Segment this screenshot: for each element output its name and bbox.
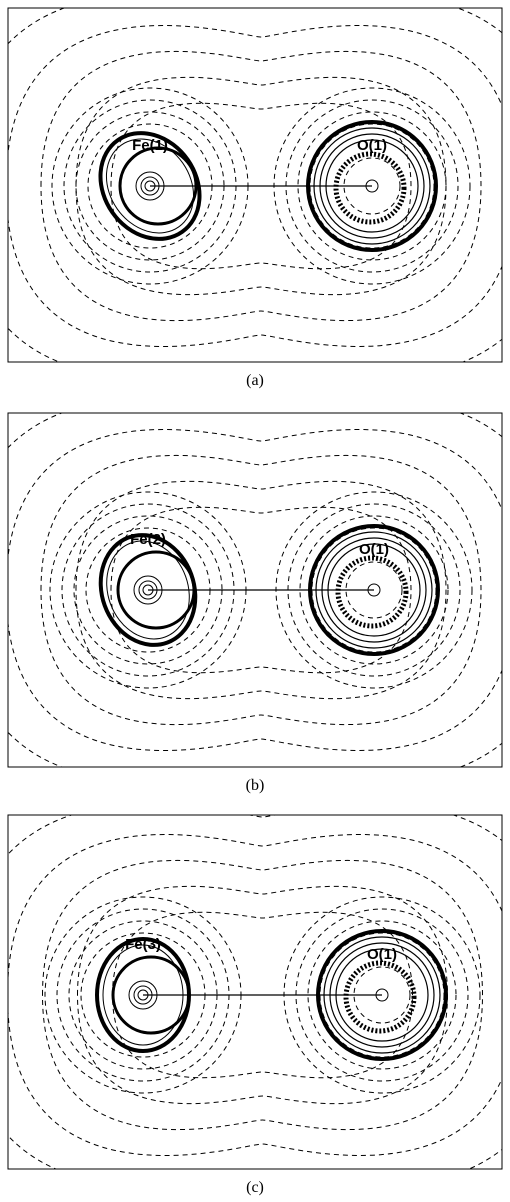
contour-panel bbox=[8, 413, 502, 767]
dashed-contour bbox=[75, 480, 447, 700]
caption: (b) bbox=[246, 777, 265, 794]
dashed-contour bbox=[110, 506, 412, 674]
dashed-contour bbox=[295, 908, 469, 1082]
atom-label: O(1) bbox=[359, 541, 389, 558]
dashed-contour bbox=[110, 102, 412, 270]
dashed-contour bbox=[307, 920, 457, 1070]
dashed-contour bbox=[8, 429, 502, 751]
dense-contour bbox=[333, 151, 407, 225]
dashed-contour bbox=[41, 859, 484, 1131]
dashed-contour bbox=[8, 834, 502, 1156]
contour-panel bbox=[8, 815, 502, 1169]
dashed-contour bbox=[40, 50, 482, 322]
dense-contour bbox=[343, 960, 417, 1034]
panel-frame bbox=[7, 7, 503, 363]
thin-contour bbox=[106, 540, 190, 640]
atom-label: Fe(1) bbox=[132, 137, 168, 154]
dense-contour bbox=[335, 555, 409, 629]
dashed-contour bbox=[343, 157, 401, 215]
dashed-contour bbox=[345, 561, 403, 619]
panel-frame bbox=[7, 412, 503, 768]
dashed-contour bbox=[297, 111, 447, 261]
dashed-contour bbox=[40, 454, 482, 726]
dashed-contour bbox=[111, 911, 414, 1079]
atom-label: Fe(3) bbox=[125, 936, 161, 953]
contour-panel bbox=[8, 8, 502, 362]
atom-label: O(1) bbox=[357, 137, 387, 154]
caption: (a) bbox=[246, 372, 264, 389]
dashed-contour bbox=[8, 25, 502, 347]
dashed-contour bbox=[287, 503, 461, 677]
thin-contour bbox=[105, 138, 195, 234]
atom-label: O(1) bbox=[367, 946, 397, 963]
panel-frame bbox=[7, 814, 503, 1170]
atom-label: Fe(2) bbox=[130, 531, 166, 548]
dashed-contour bbox=[299, 515, 449, 665]
caption: (c) bbox=[246, 1179, 264, 1196]
dashed-contour bbox=[353, 966, 411, 1024]
dashed-contour bbox=[285, 99, 459, 273]
thick-contour bbox=[98, 131, 202, 241]
